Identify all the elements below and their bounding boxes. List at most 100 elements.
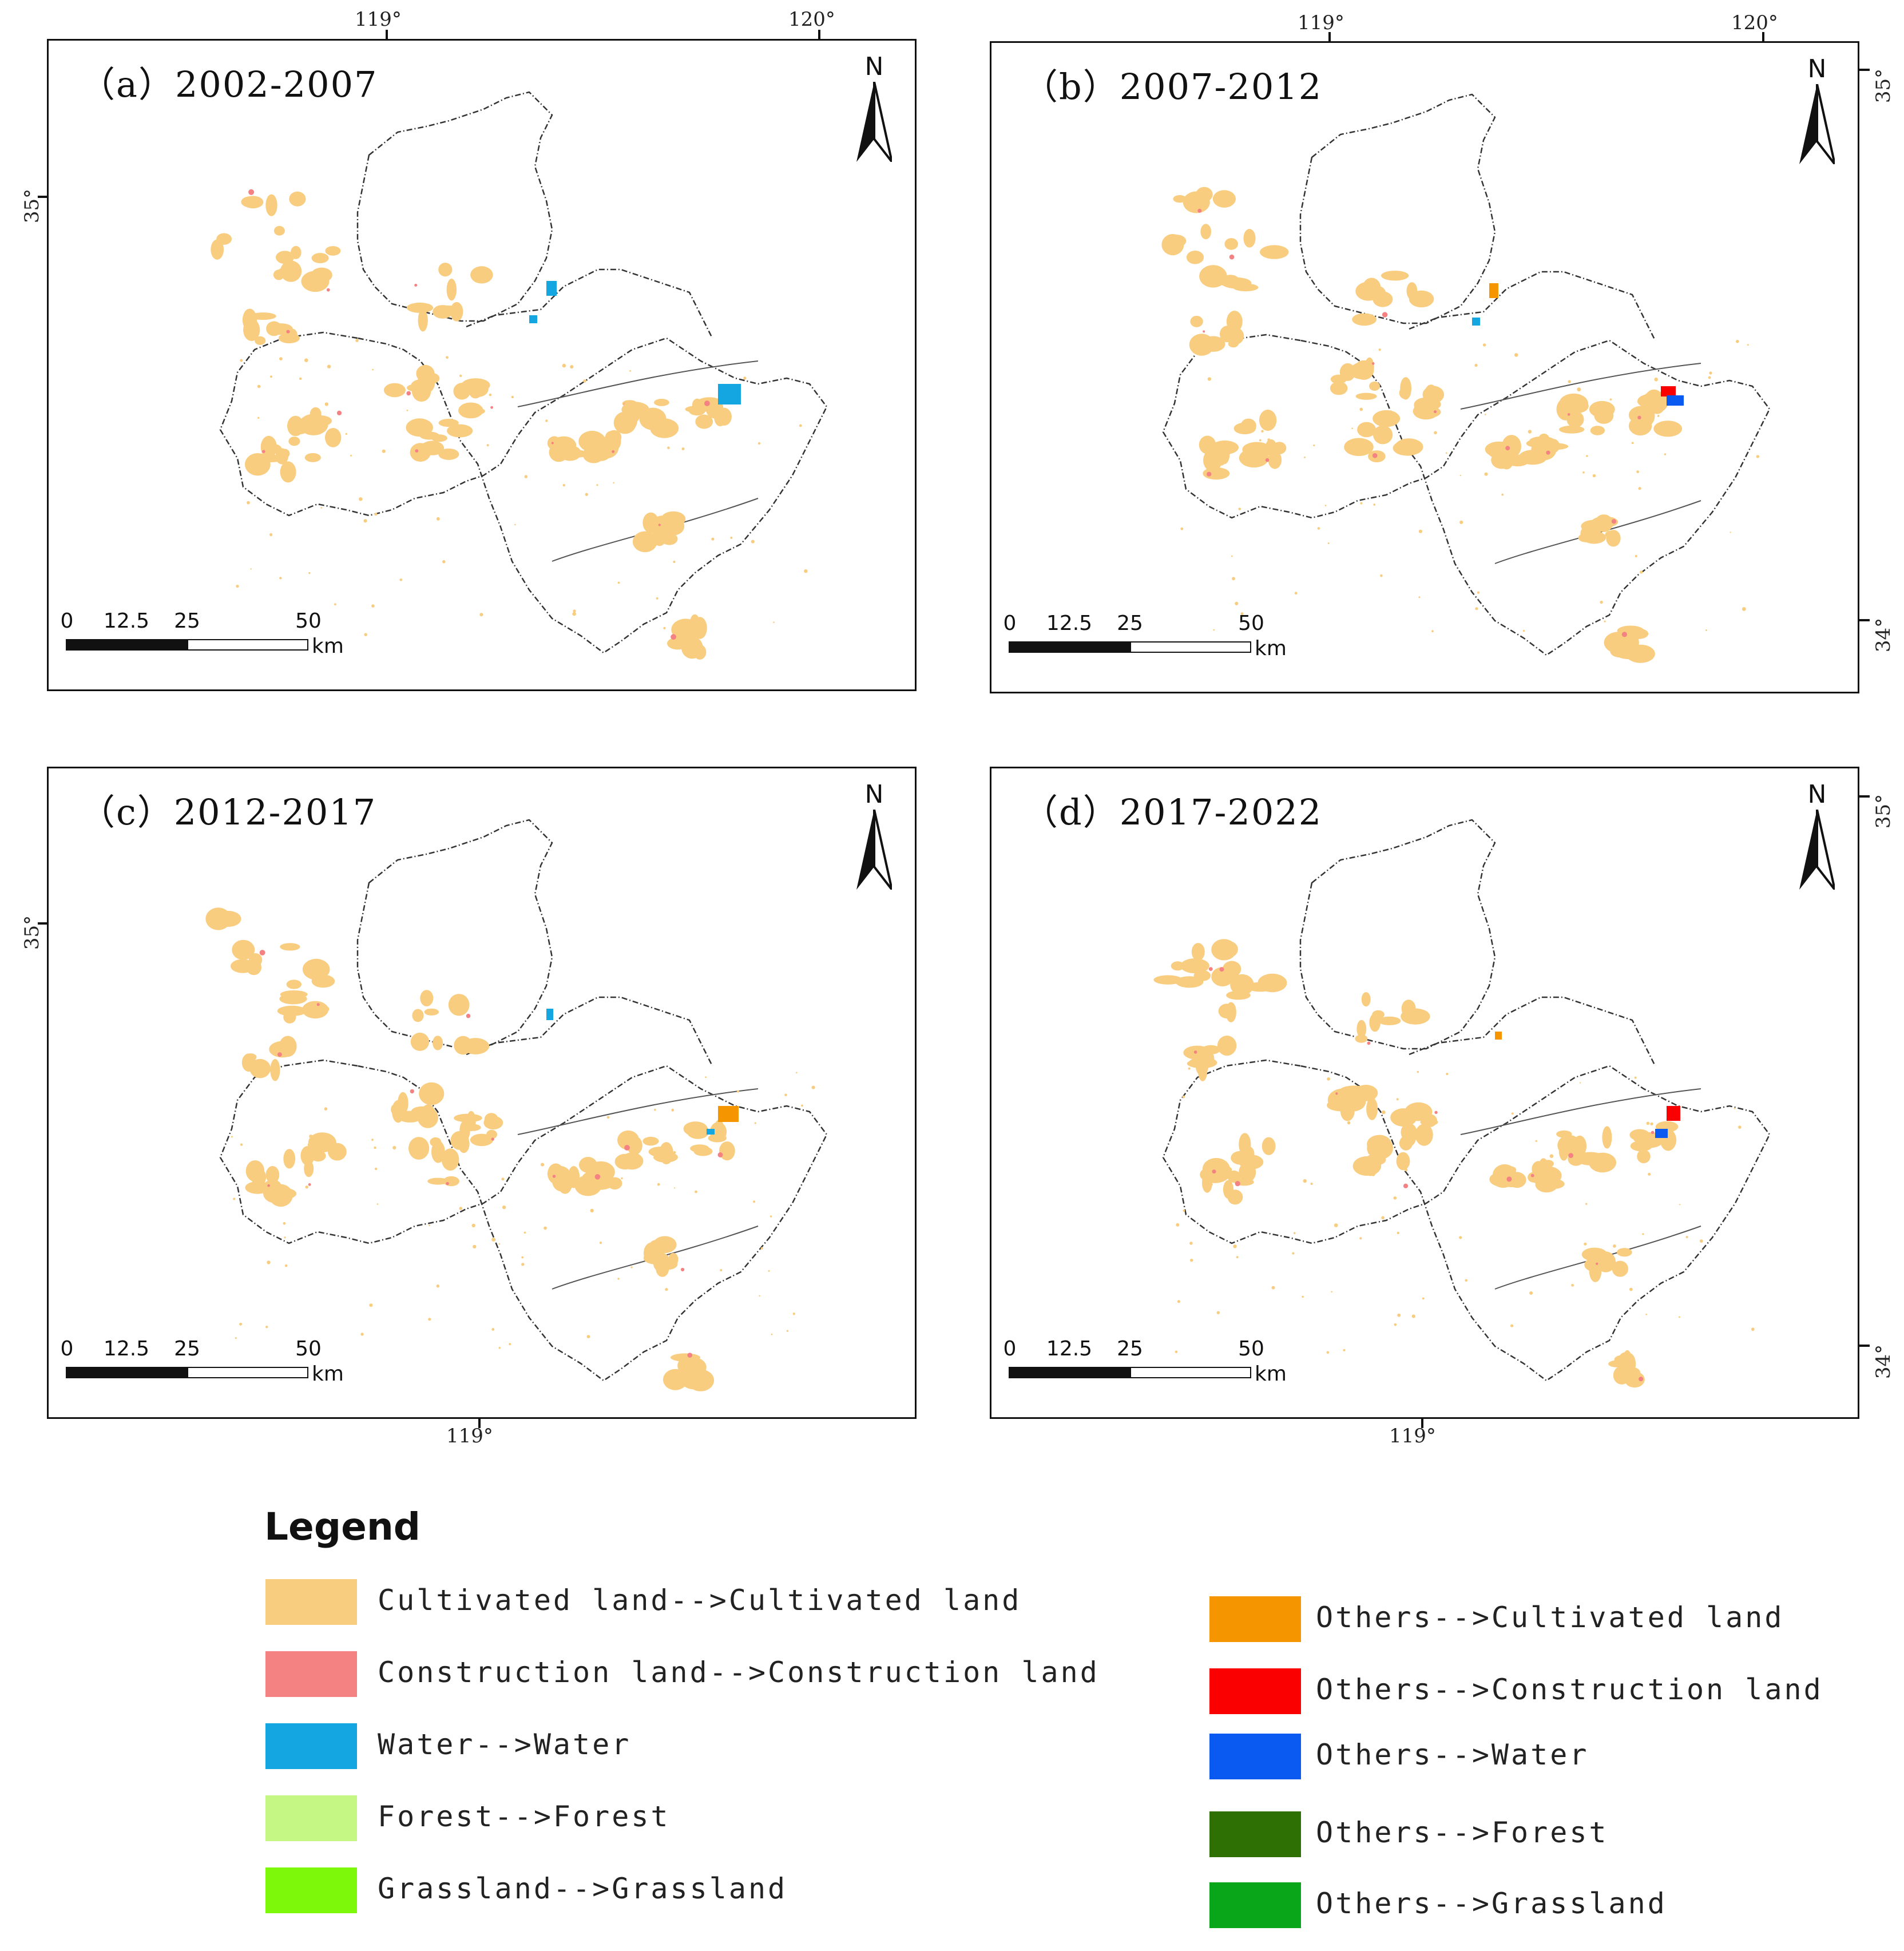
cultivated-speck [590, 1208, 594, 1213]
cultivated-patch [1355, 1034, 1368, 1043]
cultivated-patch [1373, 425, 1393, 445]
land-use-map [1161, 93, 1771, 663]
cultivated-speck [1629, 1287, 1633, 1291]
cultivated-speck [562, 483, 565, 487]
cultivated-patch [1373, 410, 1401, 427]
cultivated-speck [665, 1288, 668, 1291]
construction-patch [1367, 1041, 1371, 1045]
map-panel-d: （d）2017-2022 N 0 12.5 25 50 km [990, 767, 1859, 1419]
cultivated-speck [1586, 455, 1588, 457]
cultivated-patch [603, 1169, 613, 1178]
cultivated-patch [1625, 644, 1655, 663]
cultivated-speck [486, 444, 489, 447]
cultivated-speck [1664, 453, 1667, 455]
cultivated-speck [1238, 507, 1241, 510]
cultivated-speck [1657, 415, 1660, 417]
scale-tick-50: 50 [295, 1337, 322, 1361]
construction-patch [410, 1089, 414, 1094]
cultivated-speck [792, 1312, 796, 1315]
cultivated-speck [1501, 493, 1504, 496]
cultivated-speck [1418, 596, 1421, 598]
cultivated-speck [545, 419, 548, 422]
land-use-map [1153, 819, 1771, 1388]
cultivated-patch [654, 520, 676, 528]
coord-right-d-35: 35° [1872, 794, 1895, 829]
cultivated-speck [1571, 1284, 1574, 1287]
cultivated-speck [1579, 1082, 1581, 1084]
cultivated-speck [666, 528, 668, 530]
cultivated-patch [1502, 435, 1521, 458]
cultivated-speck [1500, 453, 1504, 457]
cultivated-speck [250, 568, 252, 570]
cultivated-patch [666, 1372, 691, 1379]
scale-unit: km [1255, 1362, 1287, 1386]
cultivated-patch [1186, 251, 1204, 264]
cultivated-patch [410, 1032, 430, 1051]
scale-bar-white [1130, 1367, 1251, 1378]
cultivated-patch [1183, 1045, 1211, 1060]
coord-left-c-35: 35° [21, 915, 44, 950]
cultivated-speck [350, 454, 352, 457]
cultivated-speck [1650, 1122, 1653, 1126]
cultivated-speck [1459, 474, 1461, 477]
cultivated-patch [1573, 1135, 1587, 1157]
cultivated-patch [483, 1116, 503, 1130]
cultivated-patch [1501, 1166, 1516, 1185]
cultivated-patch [302, 958, 330, 980]
cultivated-speck [1600, 600, 1603, 604]
cultivated-speck [1231, 555, 1233, 557]
river-line [1494, 1226, 1701, 1290]
cultivated-speck [628, 403, 632, 407]
cultivated-patch [1352, 1156, 1382, 1176]
construction-patch [1371, 362, 1375, 365]
cultivated-patch [441, 1148, 459, 1171]
cultivated-patch [279, 1036, 297, 1057]
cultivated-patch [232, 939, 255, 960]
cultivated-patch [548, 437, 570, 447]
cultivated-patch [642, 1136, 659, 1146]
scale-tick-0: 0 [60, 1337, 74, 1361]
construction-patch [681, 1267, 685, 1272]
region-boundary [1299, 819, 1496, 1050]
cultivated-patch [255, 336, 266, 346]
cultivated-patch [1219, 941, 1238, 958]
cultivated-speck [1636, 470, 1639, 473]
region-boundary [1162, 1059, 1771, 1382]
cultivated-patch [693, 617, 707, 639]
cultivated-speck [784, 1093, 787, 1097]
cultivated-speck [369, 1303, 373, 1307]
cultivated-patch [1605, 530, 1619, 539]
cultivated-patch [606, 431, 621, 451]
construction-patch [316, 1003, 320, 1006]
cultivated-speck [544, 1226, 547, 1230]
panel-title: （a）2002-2007 [80, 64, 378, 105]
coord-tick [38, 922, 48, 925]
construction-patch [1265, 458, 1270, 462]
cultivated-speck [355, 339, 359, 342]
cultivated-speck [751, 540, 755, 544]
coord-tick [38, 196, 48, 198]
coord-tick [1421, 1418, 1423, 1428]
cultivated-patch [708, 1133, 727, 1143]
cultivated-patch [1262, 1137, 1276, 1155]
cultivated-patch [1589, 1260, 1602, 1282]
cultivated-speck [1401, 439, 1404, 441]
cultivated-speck [1189, 1242, 1193, 1245]
cultivated-speck [1216, 1311, 1220, 1315]
coord-right-b-35: 35° [1872, 68, 1895, 104]
cultivated-speck [1188, 1067, 1191, 1070]
cultivated-patch [1401, 1000, 1416, 1018]
north-label: N [1807, 780, 1827, 809]
cultivated-patch [280, 449, 290, 458]
cultivated-patch [269, 1184, 293, 1207]
cultivated-speck [359, 497, 363, 501]
cultivated-speck [247, 501, 250, 505]
cultivated-speck [489, 393, 492, 396]
cultivated-patch [1620, 1366, 1641, 1379]
north-label: N [864, 780, 884, 809]
construction-patch [1403, 1183, 1409, 1188]
cultivated-patch [1367, 1136, 1393, 1160]
cultivated-patch [446, 279, 457, 301]
scale-bar-black [1009, 1367, 1130, 1378]
construction-patch [326, 288, 330, 292]
